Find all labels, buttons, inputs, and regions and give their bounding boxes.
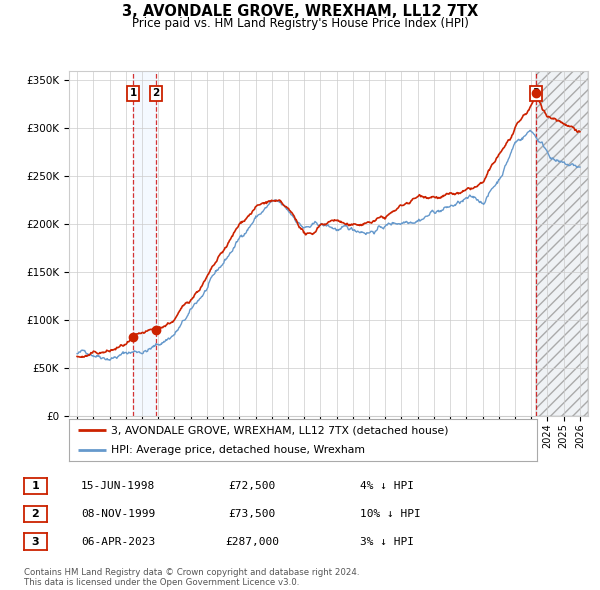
Text: £287,000: £287,000 — [225, 537, 279, 546]
Text: 3: 3 — [532, 88, 539, 98]
Bar — [536, 71, 588, 416]
Text: Price paid vs. HM Land Registry's House Price Index (HPI): Price paid vs. HM Land Registry's House … — [131, 17, 469, 30]
Text: 3, AVONDALE GROVE, WREXHAM, LL12 7TX: 3, AVONDALE GROVE, WREXHAM, LL12 7TX — [122, 4, 478, 19]
Text: 2: 2 — [152, 88, 160, 98]
Bar — [536, 71, 588, 416]
Text: £72,500: £72,500 — [229, 481, 275, 491]
Text: £73,500: £73,500 — [229, 509, 275, 519]
Text: HPI: Average price, detached house, Wrexham: HPI: Average price, detached house, Wrex… — [111, 445, 365, 455]
Text: 1: 1 — [130, 88, 137, 98]
Text: Contains HM Land Registry data © Crown copyright and database right 2024.
This d: Contains HM Land Registry data © Crown c… — [24, 568, 359, 587]
Text: 06-APR-2023: 06-APR-2023 — [81, 537, 155, 546]
Text: 10% ↓ HPI: 10% ↓ HPI — [360, 509, 421, 519]
Text: 1: 1 — [32, 481, 39, 491]
Text: 2: 2 — [32, 509, 39, 519]
Text: 3, AVONDALE GROVE, WREXHAM, LL12 7TX (detached house): 3, AVONDALE GROVE, WREXHAM, LL12 7TX (de… — [111, 425, 449, 435]
Text: 3: 3 — [32, 537, 39, 546]
Bar — [133, 71, 156, 416]
Text: 3% ↓ HPI: 3% ↓ HPI — [360, 537, 414, 546]
Text: 15-JUN-1998: 15-JUN-1998 — [81, 481, 155, 491]
Text: 4% ↓ HPI: 4% ↓ HPI — [360, 481, 414, 491]
Text: 08-NOV-1999: 08-NOV-1999 — [81, 509, 155, 519]
